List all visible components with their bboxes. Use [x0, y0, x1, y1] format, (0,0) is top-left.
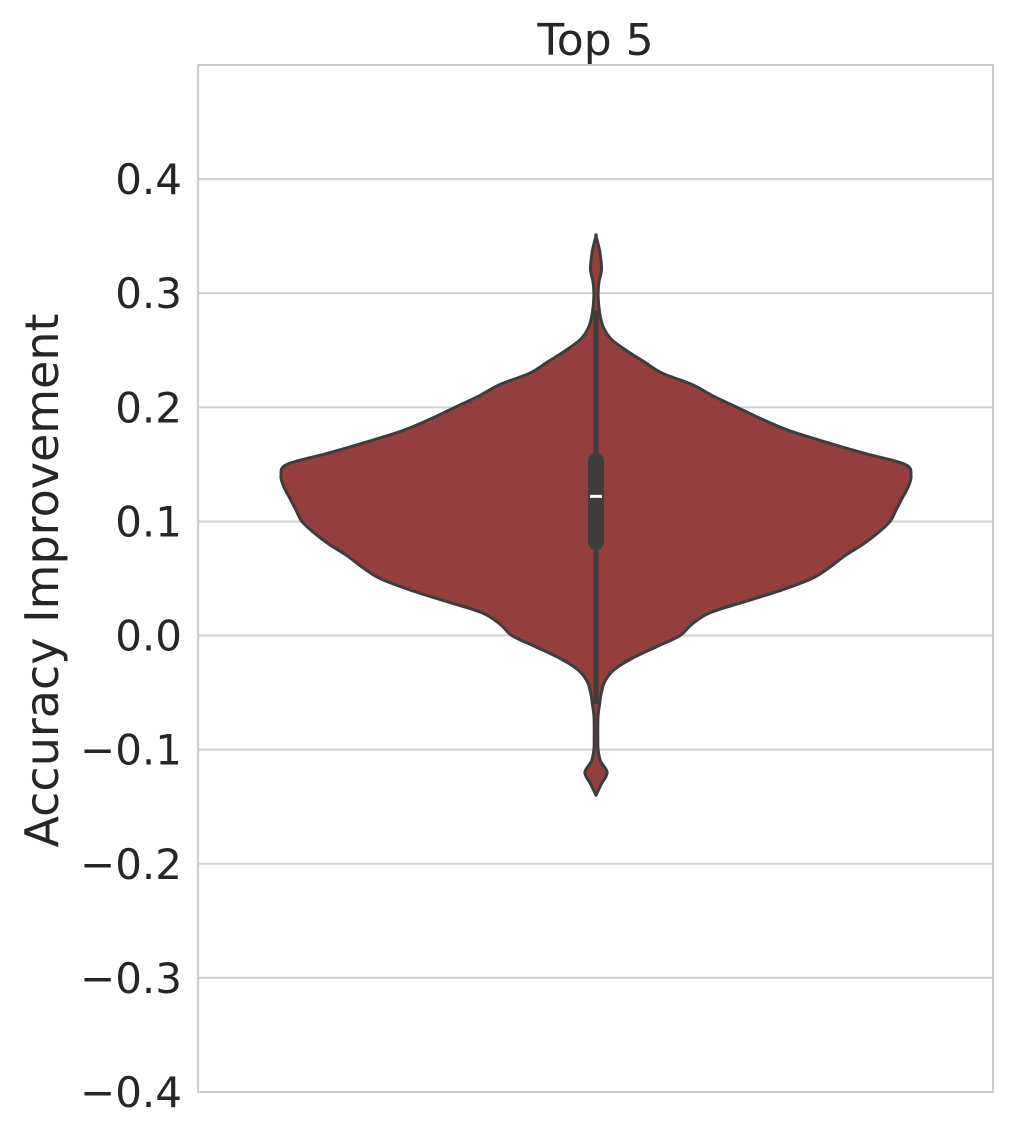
y-tick-label: 0.1 — [115, 497, 182, 546]
y-tick-labels: −0.4 −0.3 −0.2 −0.1 0.0 0.1 0.2 0.3 0.4 — [80, 155, 182, 1117]
iqr-box — [588, 452, 604, 550]
y-tick-label: 0.4 — [115, 155, 182, 204]
y-axis-label: Accuracy Improvement — [15, 313, 69, 847]
plot-frame — [197, 64, 994, 1093]
y-tick-label: 0.3 — [115, 269, 182, 318]
y-tick-label: 0.2 — [115, 383, 182, 432]
violin-plot — [279, 233, 913, 797]
y-tick-label: 0.0 — [115, 612, 182, 661]
y-tick-label: −0.2 — [80, 840, 182, 889]
y-tick-label: −0.4 — [80, 1068, 182, 1117]
y-tick-label: −0.3 — [80, 954, 182, 1003]
chart-title: Top 5 — [536, 15, 653, 66]
y-tick-label: −0.1 — [80, 726, 182, 775]
